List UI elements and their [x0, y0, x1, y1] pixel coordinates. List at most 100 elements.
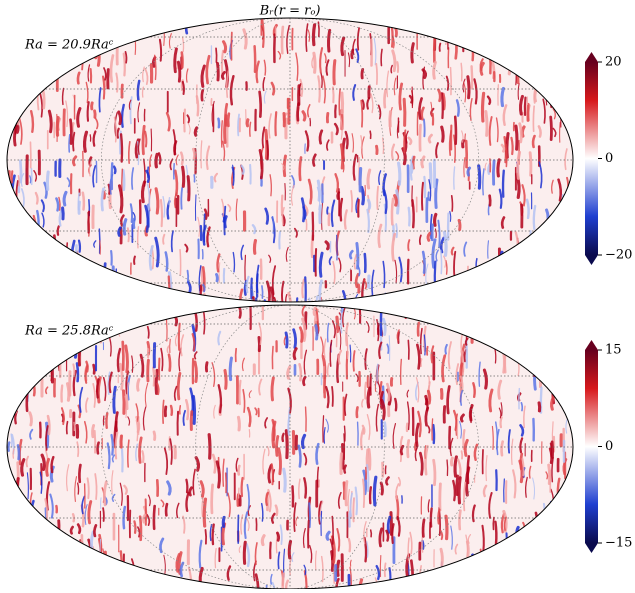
field-streak — [523, 274, 525, 284]
field-streak — [134, 257, 135, 264]
field-streak — [408, 538, 409, 560]
field-streak — [477, 276, 479, 284]
field-streak — [9, 239, 10, 259]
field-streak — [555, 59, 556, 66]
field-streak — [554, 229, 555, 252]
field-streak — [409, 208, 410, 226]
field-streak — [30, 413, 32, 425]
colorbar-tick-label: 0 — [605, 151, 613, 166]
field-streak — [470, 405, 472, 420]
field-streak — [483, 564, 484, 588]
field-streak — [188, 177, 189, 200]
field-streak — [395, 582, 397, 589]
field-streak — [89, 264, 91, 276]
field-streak — [368, 170, 370, 188]
field-streak — [401, 359, 402, 384]
field-streak — [475, 275, 477, 291]
field-streak — [502, 88, 504, 105]
field-streak — [62, 580, 63, 589]
field-streak — [12, 171, 13, 182]
field-streak — [434, 460, 435, 485]
field-streak — [334, 61, 335, 84]
field-streak — [551, 84, 553, 107]
field-streak — [560, 390, 562, 405]
field-streak — [338, 561, 339, 575]
field-streak — [195, 312, 196, 331]
field-streak — [558, 562, 559, 586]
field-streak — [18, 529, 20, 537]
field-streak — [519, 319, 520, 335]
field-streak — [52, 573, 54, 589]
field-streak — [376, 64, 377, 84]
field-streak — [427, 347, 428, 355]
field-streak — [16, 567, 17, 583]
field-streak — [175, 49, 177, 72]
field-streak — [365, 383, 366, 399]
field-streak — [161, 200, 162, 226]
field-streak — [435, 214, 436, 225]
field-streak — [222, 121, 223, 147]
field-streak — [506, 533, 507, 552]
field-streak — [405, 311, 407, 318]
field-streak — [93, 425, 94, 436]
field-streak — [27, 389, 28, 410]
field-streak — [79, 543, 80, 555]
field-streak — [528, 332, 529, 344]
field-streak — [495, 565, 497, 589]
colorbar-extend — [585, 255, 598, 265]
field-streak — [132, 559, 134, 575]
field-streak — [166, 320, 167, 341]
field-streak — [539, 403, 540, 411]
field-streak — [9, 22, 11, 48]
field-streak — [277, 533, 278, 540]
field-streak — [26, 247, 27, 254]
field-streak — [262, 536, 264, 545]
field-streak — [138, 584, 139, 589]
field-streak — [561, 102, 562, 127]
field-streak — [111, 251, 112, 265]
field-streak — [224, 207, 225, 235]
field-streak — [124, 220, 126, 235]
field-streak — [138, 380, 139, 391]
field-streak — [503, 171, 504, 197]
field-streak — [286, 333, 287, 347]
field-streak — [567, 76, 569, 92]
field-streak — [60, 345, 61, 353]
field-streak — [559, 254, 561, 264]
field-streak — [388, 517, 390, 532]
field-streak — [282, 27, 283, 53]
field-streak — [98, 443, 99, 454]
field-streak — [172, 300, 173, 315]
field-streak — [74, 272, 75, 293]
field-streak — [544, 504, 545, 513]
field-streak — [518, 152, 520, 178]
colorbar-tick-label: 20 — [605, 55, 622, 70]
field-streak — [250, 165, 251, 184]
field-streak — [336, 330, 337, 346]
field-streak — [543, 530, 544, 546]
field-streak — [254, 240, 255, 253]
field-streak — [392, 199, 393, 225]
field-streak — [506, 333, 508, 346]
field-streak — [375, 578, 376, 588]
field-streak — [11, 21, 12, 44]
field-streak — [438, 300, 440, 309]
field-streak — [50, 57, 51, 75]
field-streak — [370, 297, 372, 305]
field-streak — [408, 440, 409, 456]
field-streak — [79, 465, 80, 482]
field-streak — [72, 570, 73, 587]
field-streak — [569, 41, 571, 48]
field-streak — [73, 364, 74, 376]
field-streak — [368, 200, 369, 208]
field-streak — [533, 136, 534, 147]
field-streak — [88, 583, 90, 589]
field-streak — [501, 417, 502, 427]
field-streak — [130, 568, 131, 587]
field-streak — [535, 56, 537, 62]
field-streak — [554, 268, 556, 276]
field-streak — [332, 517, 333, 544]
field-streak — [195, 362, 196, 382]
figure-title: Bᵣ(r = rₒ) — [259, 4, 321, 19]
